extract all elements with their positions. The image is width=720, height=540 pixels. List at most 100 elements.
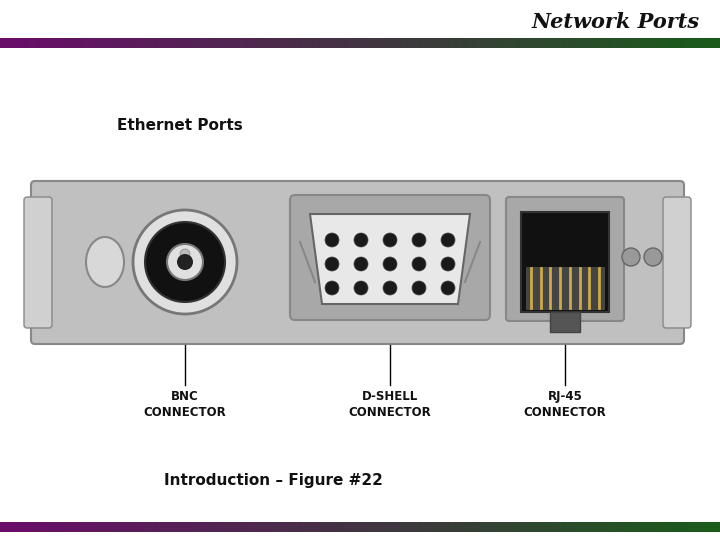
Bar [616, 38, 620, 48]
Bar [216, 522, 220, 532]
Bar [65, 522, 69, 532]
Bar [11, 38, 15, 48]
Bar [230, 522, 235, 532]
Bar [40, 38, 44, 48]
Bar [529, 38, 534, 48]
Bar [187, 522, 192, 532]
Bar [608, 522, 613, 532]
Bar [515, 38, 519, 48]
Bar [670, 522, 674, 532]
Bar [562, 522, 566, 532]
Bar [482, 38, 487, 48]
Bar [641, 522, 645, 532]
Bar [292, 522, 296, 532]
Bar [396, 522, 400, 532]
Circle shape [383, 281, 397, 295]
Bar [392, 38, 397, 48]
Bar [241, 38, 246, 48]
Bar [374, 522, 379, 532]
Bar [461, 38, 465, 48]
Bar [274, 38, 278, 48]
Bar [706, 522, 710, 532]
Ellipse shape [86, 237, 124, 287]
Bar [61, 522, 66, 532]
Bar [356, 522, 361, 532]
Bar [299, 38, 303, 48]
Bar [346, 522, 350, 532]
Bar [482, 522, 487, 532]
Text: D-SHELL
CONNECTOR: D-SHELL CONNECTOR [348, 390, 431, 419]
Bar [144, 38, 148, 48]
Bar [691, 38, 696, 48]
Bar [673, 522, 678, 532]
Bar [176, 38, 181, 48]
Bar [223, 38, 228, 48]
Bar [698, 38, 703, 48]
Circle shape [325, 233, 339, 247]
Bar [86, 522, 91, 532]
Bar [472, 38, 476, 48]
Bar [205, 522, 210, 532]
Bar [72, 522, 76, 532]
Bar [43, 522, 48, 532]
Bar [184, 38, 188, 48]
Bar [130, 38, 134, 48]
Bar [302, 38, 307, 48]
Bar [446, 38, 451, 48]
Bar [119, 38, 123, 48]
Bar [346, 38, 350, 48]
Bar [76, 38, 80, 48]
Bar [97, 522, 102, 532]
Bar [569, 522, 573, 532]
Bar [684, 38, 688, 48]
Bar [709, 522, 714, 532]
Bar [266, 38, 271, 48]
Circle shape [383, 257, 397, 271]
Bar [558, 522, 562, 532]
Circle shape [325, 257, 339, 271]
Bar [605, 522, 609, 532]
Bar [601, 522, 606, 532]
Bar [680, 38, 685, 48]
Bar [108, 522, 112, 532]
Bar [518, 522, 523, 532]
Circle shape [325, 281, 339, 295]
Bar [457, 38, 462, 48]
Bar [173, 38, 177, 48]
Bar [691, 522, 696, 532]
Bar [256, 38, 260, 48]
Bar [374, 38, 379, 48]
Bar [544, 38, 548, 48]
Bar [130, 522, 134, 532]
Bar [410, 522, 415, 532]
Bar [144, 522, 148, 532]
Bar [662, 38, 667, 48]
Bar [497, 522, 501, 532]
Bar [166, 38, 170, 48]
Bar [302, 522, 307, 532]
Bar [72, 38, 76, 48]
Bar [626, 522, 631, 532]
Text: BNC
CONNECTOR: BNC CONNECTOR [143, 390, 226, 419]
Bar [277, 522, 282, 532]
Bar [443, 522, 447, 532]
Bar [288, 522, 292, 532]
Bar [511, 522, 516, 532]
Circle shape [412, 281, 426, 295]
Bar [716, 38, 720, 48]
Bar [713, 522, 717, 532]
Bar [439, 38, 444, 48]
Bar [382, 522, 386, 532]
Bar [468, 38, 472, 48]
Bar [180, 38, 184, 48]
Bar [61, 38, 66, 48]
Bar [655, 522, 660, 532]
Bar [684, 522, 688, 532]
Circle shape [145, 222, 225, 302]
Bar [400, 38, 404, 48]
Bar [601, 38, 606, 48]
Bar [68, 38, 73, 48]
Bar [702, 522, 706, 532]
Bar [220, 38, 224, 48]
Bar [648, 38, 652, 48]
